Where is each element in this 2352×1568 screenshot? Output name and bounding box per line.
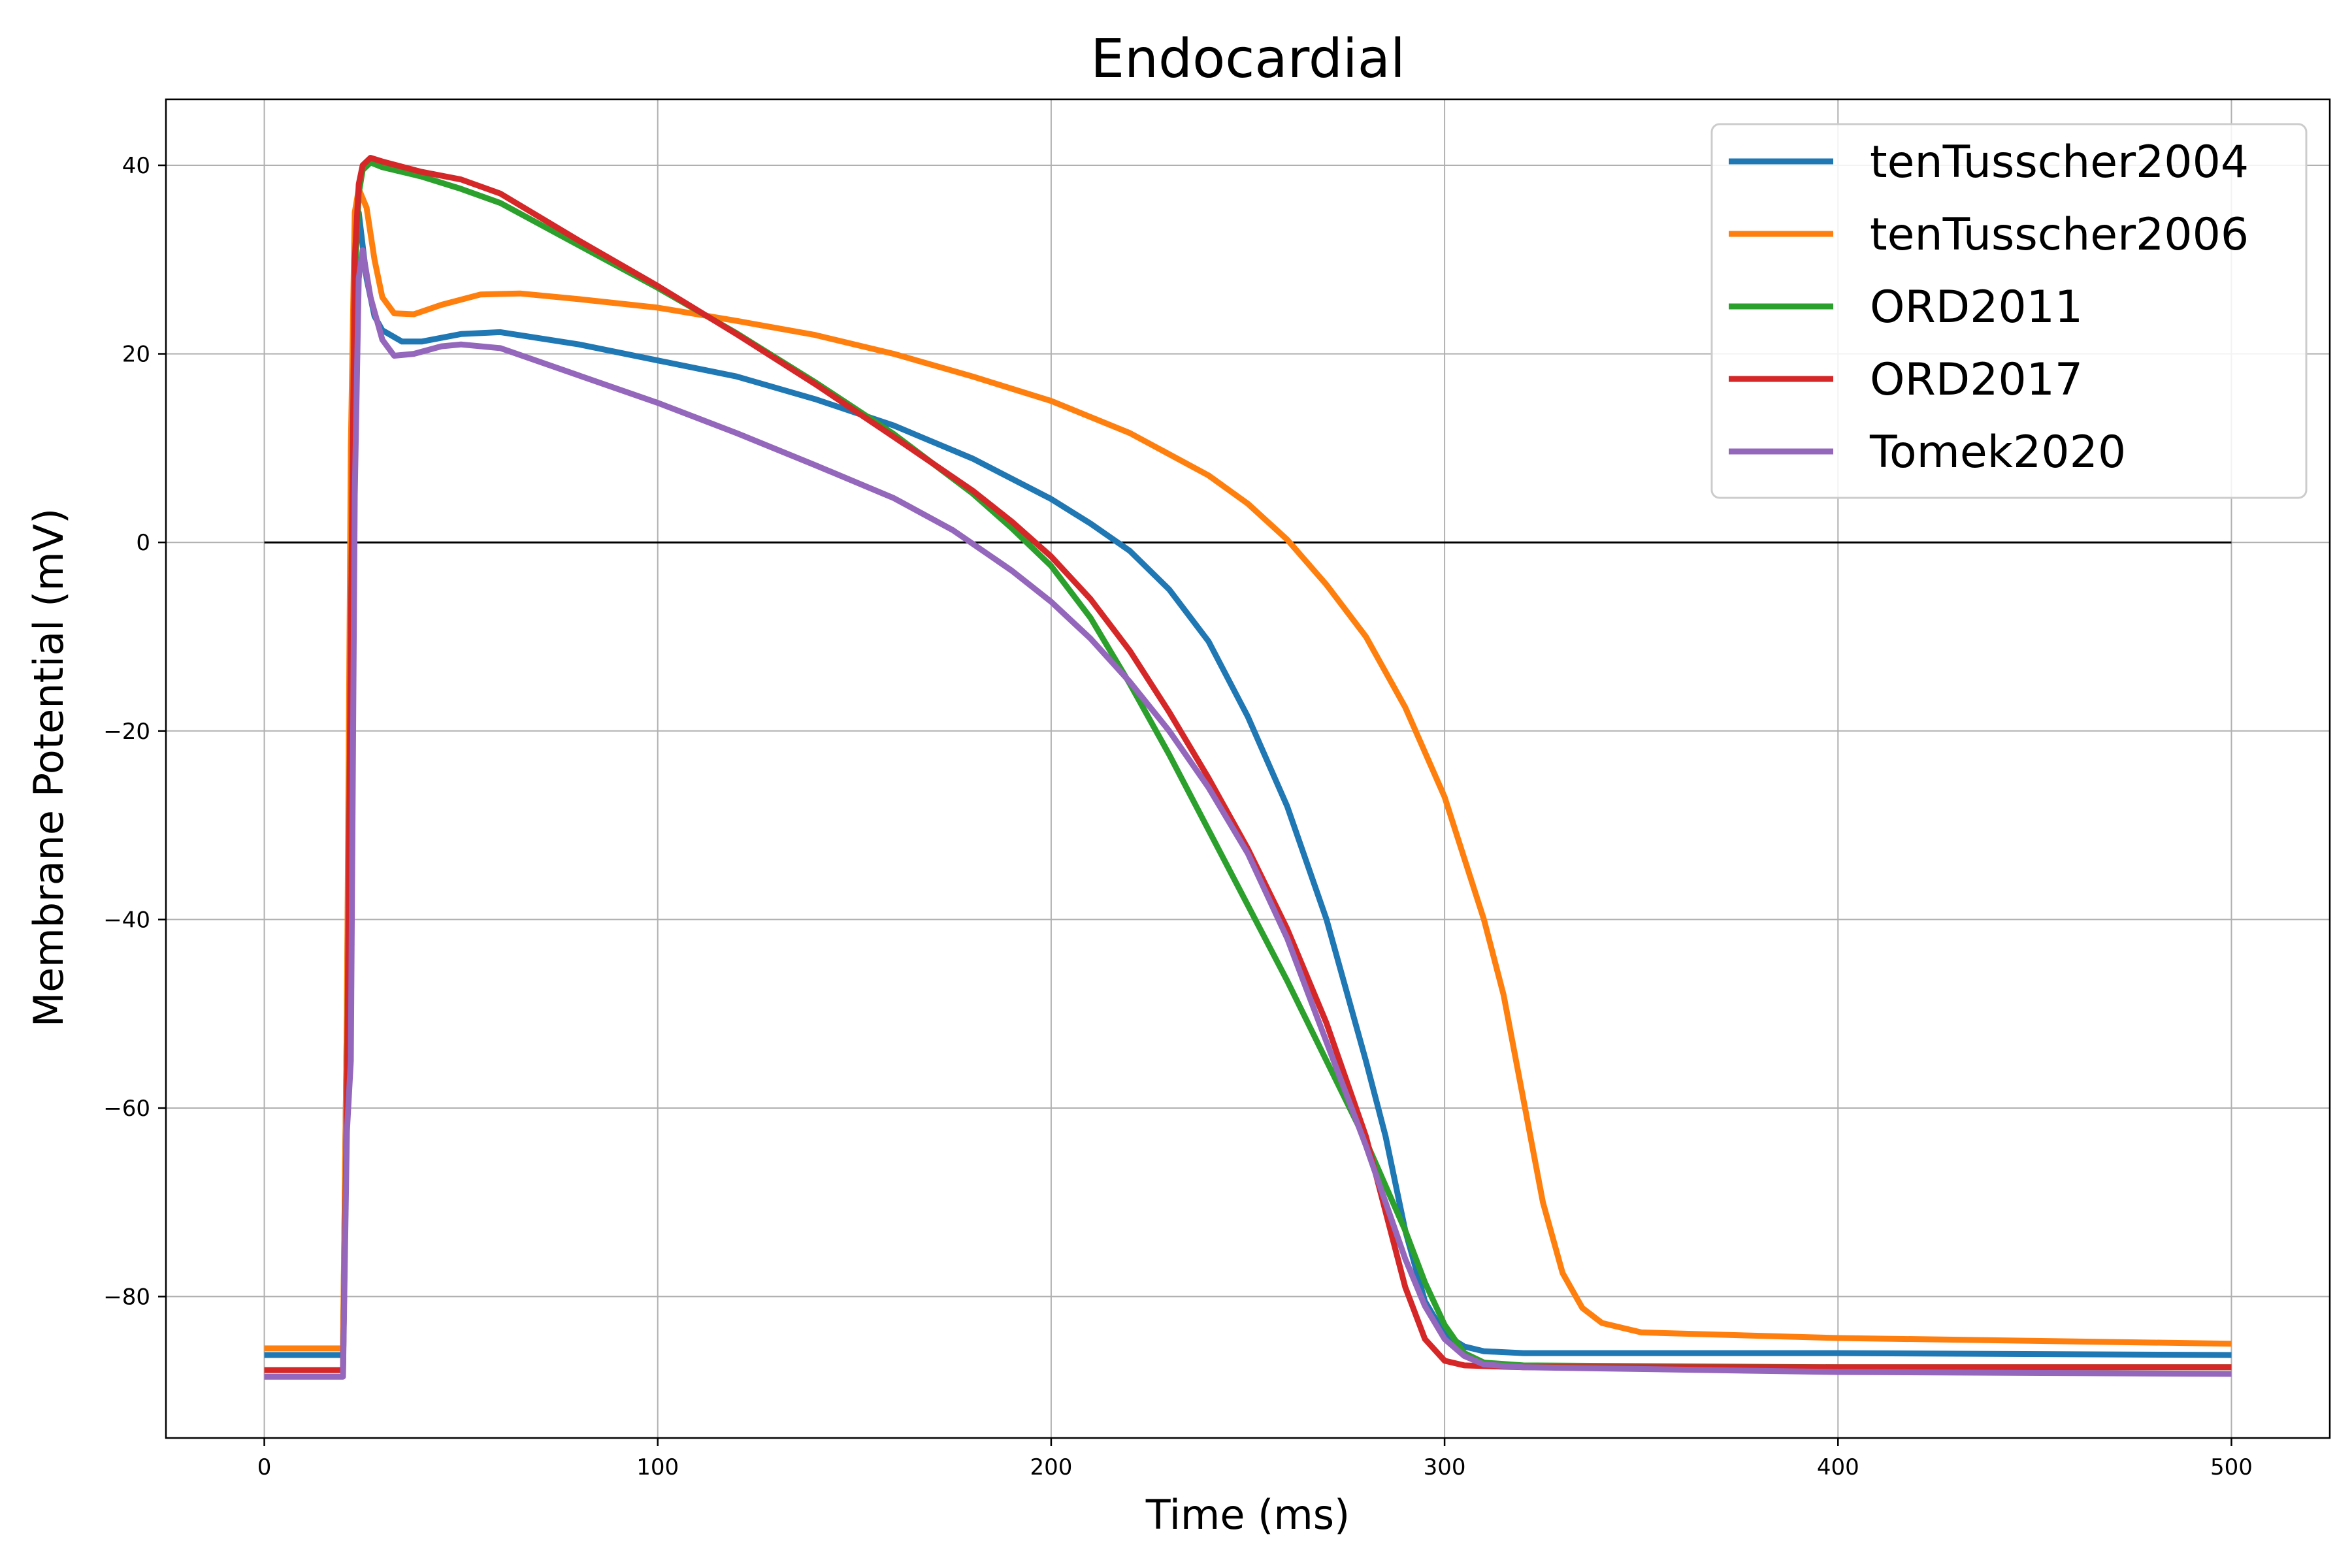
legend-box (1710, 123, 2308, 499)
y-tick-label: −60 (103, 1096, 150, 1122)
y-tick-label: 20 (122, 342, 150, 368)
y-axis-ticks: −80 −60 −40 −20 0 20 40 (103, 153, 166, 1311)
chart-title: Endocardial (1090, 28, 1405, 90)
series-line-tenTusscher2006 (264, 186, 2232, 1352)
y-tick-label: 0 (136, 530, 150, 556)
x-tick-label: 200 (1030, 1454, 1072, 1480)
x-tick-label: 300 (1424, 1454, 1466, 1480)
x-tick-label: 0 (257, 1454, 272, 1480)
y-tick-label: −20 (103, 719, 150, 745)
series-line-Tomek2020 (264, 247, 2232, 1380)
legend-label-Tomek2020: Tomek2020 (1869, 427, 2126, 478)
y-tick-label: 40 (122, 153, 150, 179)
y-axis-title: Membrane Potential (mV) (25, 508, 73, 1028)
legend-label-ORD2011: ORD2011 (1870, 282, 2083, 333)
x-axis-title: Time (ms) (1145, 1491, 1350, 1539)
series-line-ORD2017 (264, 155, 2232, 1373)
x-axis-ticks: 0 100 200 300 400 500 (257, 1438, 2253, 1480)
x-tick-label: 500 (2210, 1454, 2253, 1480)
x-tick-label: 100 (636, 1454, 679, 1480)
series-lines (264, 155, 2232, 1380)
y-tick-label: −40 (103, 907, 150, 933)
legend-label-tenTusscher2004: tenTusscher2004 (1870, 137, 2249, 188)
y-tick-label: −80 (103, 1284, 150, 1311)
legend-entries: tenTusscher2004 tenTusscher2006 ORD2011 ORD… (1729, 137, 2249, 478)
legend: tenTusscher2004 tenTusscher2006 ORD2011 ORD… (1710, 123, 2308, 499)
plot-area-frame (165, 98, 2331, 1439)
legend-label-tenTusscher2006: tenTusscher2006 (1870, 209, 2249, 261)
legend-label-ORD2017: ORD2017 (1870, 354, 2083, 406)
x-tick-label: 400 (1817, 1454, 1859, 1480)
